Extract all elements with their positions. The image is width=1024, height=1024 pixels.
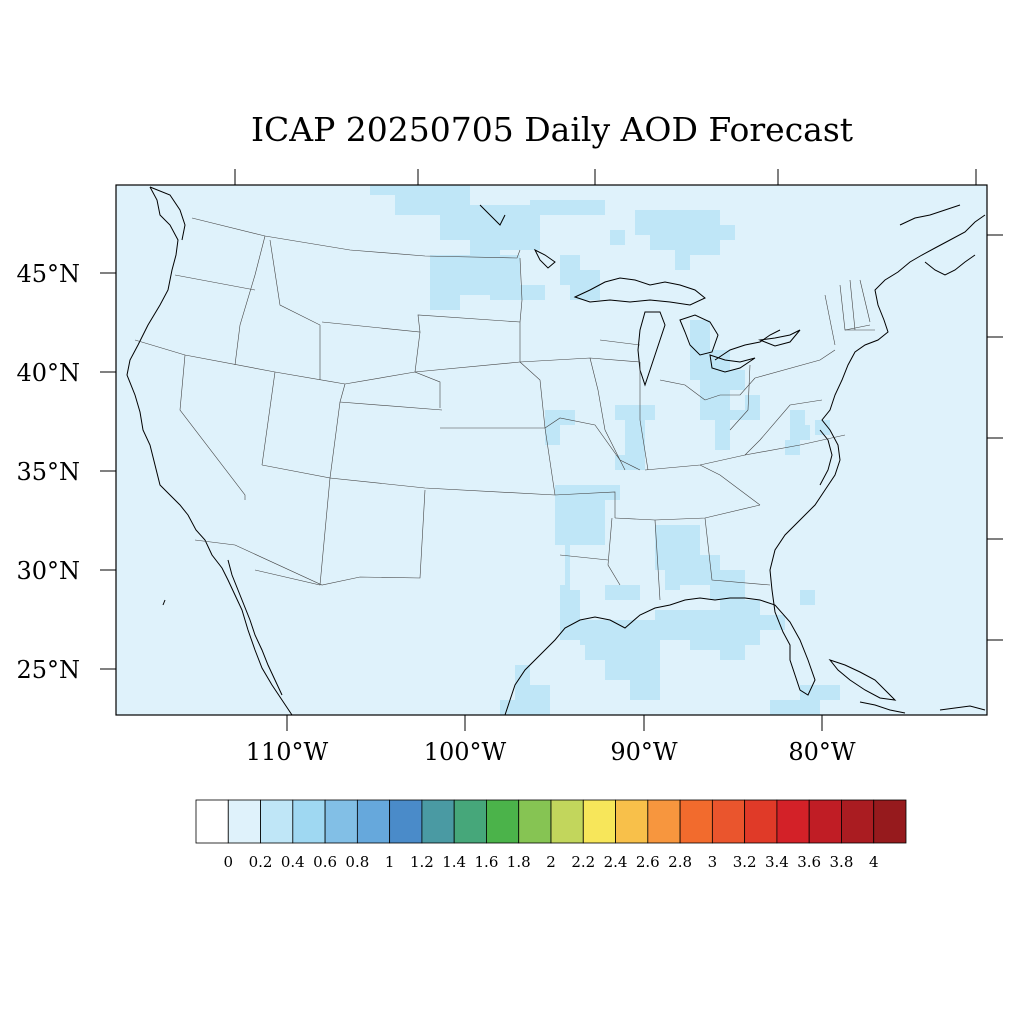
colorbar-swatch — [195, 799, 229, 844]
colorbar-swatch — [389, 799, 423, 844]
colorbar-swatch — [486, 799, 520, 844]
colorbar-label: 2.2 — [571, 853, 595, 871]
colorbar-swatch — [808, 799, 842, 844]
lat-label: 30°N — [16, 557, 80, 585]
lon-label: 80°W — [788, 738, 856, 766]
colorbar — [195, 799, 907, 844]
top-ticks — [234, 169, 977, 185]
lon-label: 110°W — [246, 738, 329, 766]
colorbar-label: 3.8 — [830, 853, 854, 871]
colorbar-swatch — [518, 799, 552, 844]
colorbar-label: 0.8 — [345, 853, 369, 871]
left-ticks — [100, 272, 116, 670]
coastlines — [126, 186, 986, 716]
colorbar-swatch — [679, 799, 713, 844]
colorbar-swatch — [841, 799, 875, 844]
colorbar-swatch — [421, 799, 455, 844]
bottom-ticks — [286, 715, 823, 731]
aod-patches — [370, 185, 840, 715]
colorbar-label: 1.6 — [475, 853, 499, 871]
map-title: ICAP 20250705 Daily AOD Forecast — [250, 110, 854, 149]
colorbar-label: 2 — [546, 853, 556, 871]
colorbar-swatch — [453, 799, 487, 844]
colorbar-swatch — [776, 799, 810, 844]
colorbar-swatch — [647, 799, 681, 844]
colorbar-labels: 0 0.2 0.4 0.6 0.8 1 1.2 1.4 1.6 1.8 2 2.2 2.4 2.6 2.8 3… — [223, 853, 878, 871]
colorbar-label: 0.6 — [313, 853, 337, 871]
colorbar-label: 3.2 — [733, 853, 757, 871]
colorbar-label: 0.2 — [249, 853, 273, 871]
lat-labels: 45°N 40°N 35°N 30°N 25°N — [16, 260, 80, 684]
colorbar-swatch — [356, 799, 391, 844]
colorbar-label: 4 — [869, 853, 879, 871]
colorbar-swatch — [615, 799, 649, 844]
map-background — [116, 185, 987, 715]
colorbar-label: 1.2 — [410, 853, 434, 871]
colorbar-label: 3.4 — [765, 853, 789, 871]
colorbar-swatch — [550, 799, 584, 844]
colorbar-swatch — [873, 799, 907, 844]
colorbar-swatch — [744, 799, 778, 844]
state-borders — [134, 217, 875, 601]
colorbar-label: 0.4 — [281, 853, 305, 871]
colorbar-swatch — [260, 799, 294, 844]
map-frame — [115, 184, 988, 716]
colorbar-label: 1.8 — [507, 853, 531, 871]
lat-label: 45°N — [16, 260, 80, 288]
lon-label: 90°W — [610, 738, 678, 766]
colorbar-label: 0 — [223, 853, 233, 871]
colorbar-label: 3.6 — [797, 853, 821, 871]
lat-label: 40°N — [16, 359, 80, 387]
colorbar-label: 2.4 — [604, 853, 628, 871]
colorbar-swatch — [227, 799, 261, 844]
colorbar-swatch — [324, 799, 358, 844]
lon-labels: 110°W 100°W 90°W 80°W — [246, 738, 856, 766]
lat-label: 35°N — [16, 458, 80, 486]
colorbar-swatch — [711, 799, 746, 844]
colorbar-label: 2.8 — [668, 853, 692, 871]
colorbar-label: 2.6 — [636, 853, 660, 871]
colorbar-label: 1.4 — [442, 853, 466, 871]
lat-label: 25°N — [16, 656, 80, 684]
lon-label: 100°W — [424, 738, 507, 766]
colorbar-label: 3 — [708, 853, 718, 871]
right-ticks — [987, 234, 1003, 641]
colorbar-label: 1 — [385, 853, 395, 871]
colorbar-swatch — [582, 799, 616, 844]
colorbar-swatch — [292, 799, 326, 844]
